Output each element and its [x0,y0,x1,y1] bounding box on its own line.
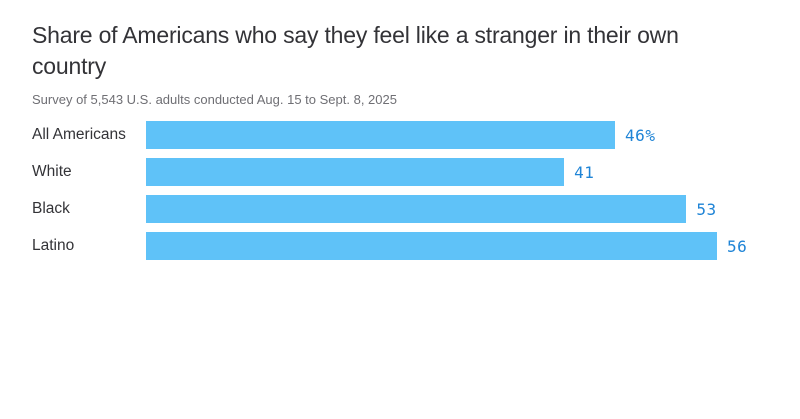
bar-track: 41 [146,158,768,186]
bar-track: 53 [146,195,768,223]
chart-title-line-1: Share of Americans who say they feel lik… [32,22,679,48]
bar [146,158,565,186]
value-label: 56 [727,236,748,256]
bar-chart: All Americans 46% White 41 Black 53 Latino 56 [32,121,768,260]
bar-track: 56 [146,232,768,260]
category-label: White [32,163,72,180]
chart-title: Share of Americans who say they feel lik… [32,20,768,82]
category-label: Black [32,200,70,217]
chart-title-line-2: country [32,53,107,79]
bar [146,232,718,260]
bar-row: All Americans 46% [32,121,768,149]
bar-row: Latino 56 [32,232,768,260]
bar-row: Black 53 [32,195,768,223]
bar [146,121,616,149]
bar [146,195,687,223]
category-label: Latino [32,237,75,254]
chart-subtitle: Survey of 5,543 U.S. adults conducted Au… [32,92,397,107]
bar-row: White 41 [32,158,768,186]
value-label: 46% [625,125,656,145]
bar-track: 46% [146,121,768,149]
category-label: All Americans [32,126,126,143]
value-label: 41 [574,162,595,182]
value-label: 53 [696,199,717,219]
